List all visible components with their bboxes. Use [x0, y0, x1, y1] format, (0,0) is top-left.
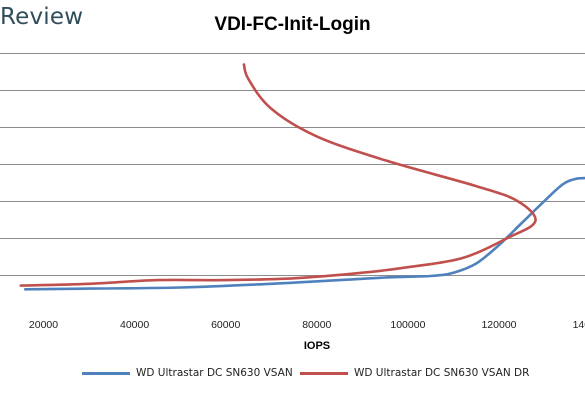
legend-label: WD Ultrastar DC SN630 VSAN: [136, 367, 293, 379]
x-tick-label: 60000: [211, 319, 240, 331]
x-tick-label: 120000: [481, 319, 516, 331]
legend-label: WD Ultrastar DC SN630 VSAN DR: [354, 367, 530, 379]
x-tick-label: 140000: [573, 319, 585, 331]
brand-logo-text: Review: [0, 4, 84, 30]
x-axis-ticks: 20000 40000 60000 80000 100000 120000 140000: [29, 319, 585, 331]
chart-title: VDI-FC-Init-Login: [214, 14, 371, 35]
x-tick-label: 20000: [29, 319, 58, 331]
series-lines: [19, 63, 585, 291]
legend-item: WD Ultrastar DC SN630 VSAN: [82, 367, 293, 379]
legend-swatch: [300, 371, 348, 375]
x-tick-label: 100000: [390, 319, 425, 331]
legend-swatch: [82, 371, 130, 375]
x-tick-label: 80000: [302, 319, 331, 331]
series-line-vsan: [24, 176, 585, 291]
x-tick-label: 40000: [120, 319, 149, 331]
x-axis-label: IOPS: [304, 340, 330, 352]
legend-item: WD Ultrastar DC SN630 VSAN DR: [300, 367, 529, 379]
series-line-vsan-dr: [19, 63, 537, 287]
gridlines: [0, 53, 585, 276]
